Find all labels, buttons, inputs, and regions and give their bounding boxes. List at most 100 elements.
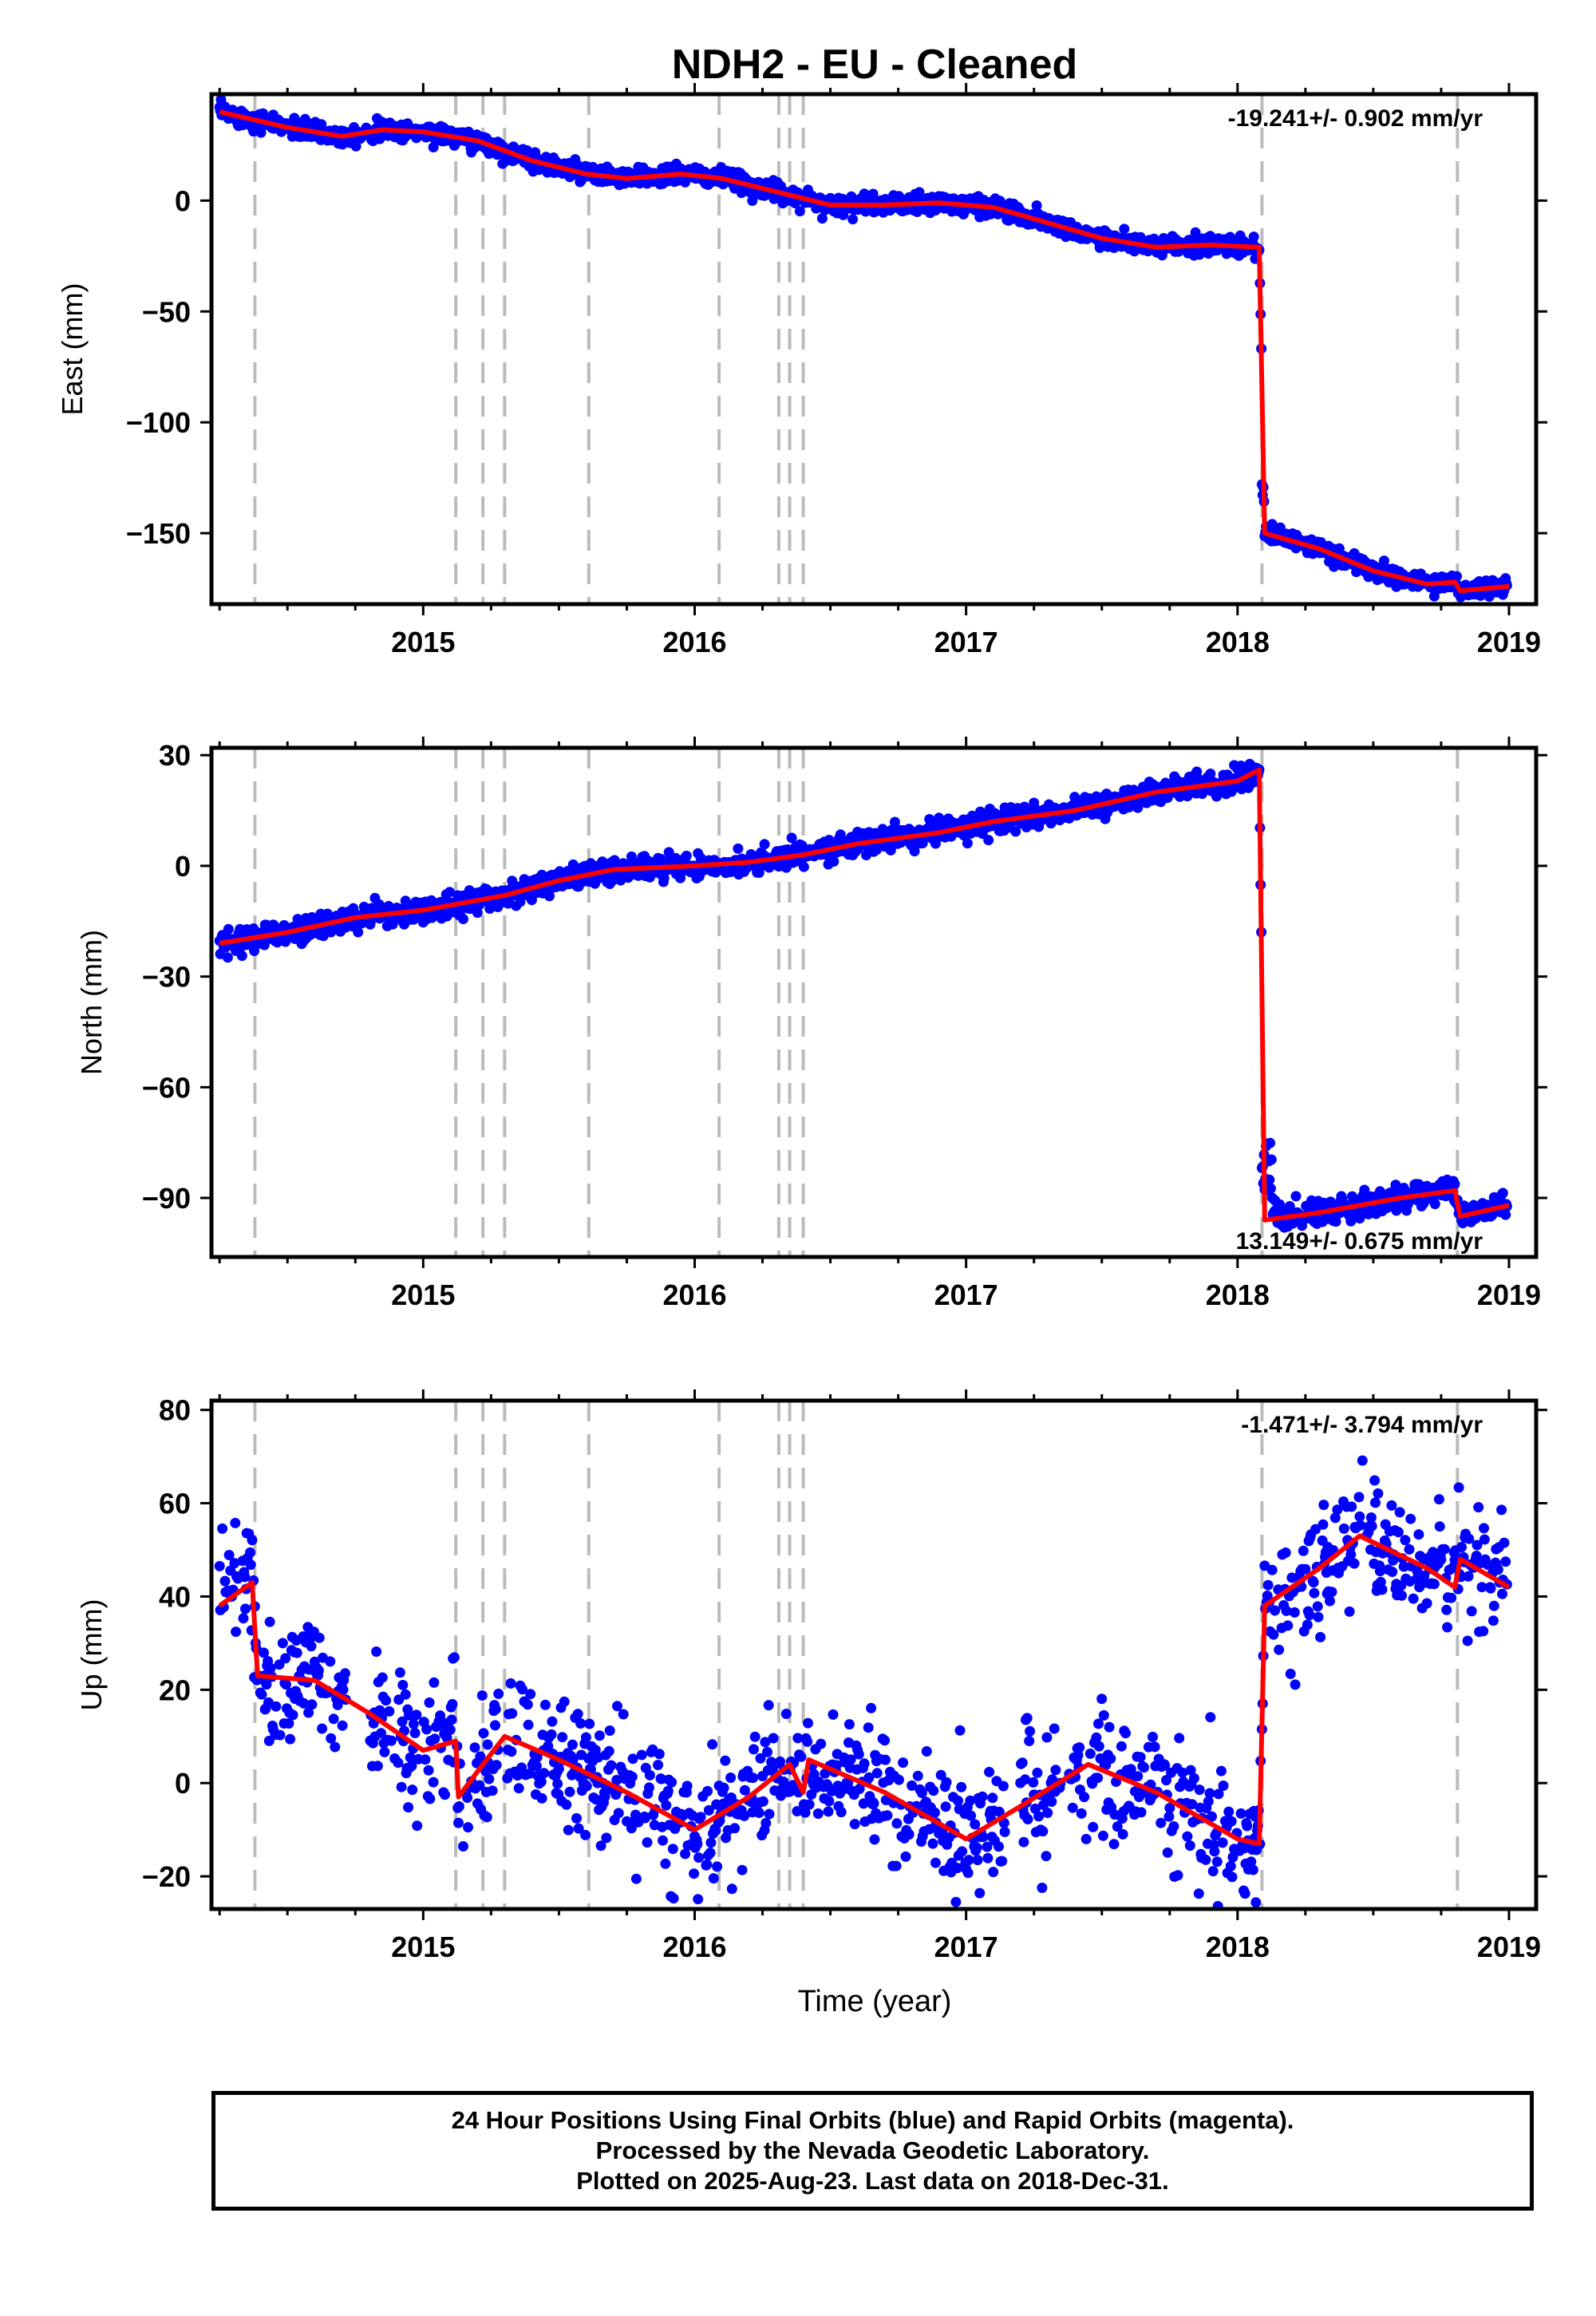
model-line — [219, 767, 1510, 1223]
data-point — [1139, 1762, 1149, 1773]
data-point — [525, 1689, 536, 1700]
rate-label: 13.149+/- 0.675 mm/yr — [1236, 1228, 1483, 1255]
data-point — [1266, 1154, 1277, 1165]
data-point — [1050, 1765, 1061, 1776]
data-point — [824, 1796, 835, 1807]
data-point — [515, 896, 526, 907]
data-point — [726, 1883, 737, 1895]
data-point — [317, 1723, 328, 1734]
data-point — [661, 1800, 672, 1811]
data-point — [1205, 1712, 1216, 1723]
data-point — [1449, 1179, 1460, 1190]
data-point — [458, 1841, 468, 1852]
data-point — [552, 1778, 563, 1789]
data-point — [1067, 1802, 1078, 1813]
data-point — [1022, 1814, 1033, 1824]
data-point — [853, 1749, 864, 1760]
data-point — [1184, 1840, 1195, 1852]
data-point — [978, 1832, 989, 1843]
data-point — [1357, 1455, 1368, 1466]
data-point — [526, 895, 537, 906]
data-point — [1073, 1749, 1084, 1761]
data-point — [512, 1770, 523, 1781]
data-point — [987, 1792, 998, 1804]
model-line — [219, 109, 1510, 594]
data-point — [507, 1708, 518, 1719]
data-point — [571, 1812, 582, 1824]
data-point — [539, 1699, 551, 1710]
data-point — [891, 1860, 902, 1871]
data-point — [894, 1774, 904, 1785]
data-point — [816, 213, 828, 224]
data-point — [606, 1760, 617, 1771]
data-point — [403, 1802, 414, 1813]
data-point — [1359, 1184, 1370, 1196]
data-point — [1203, 1796, 1214, 1807]
data-point — [281, 1679, 291, 1690]
data-point — [971, 1842, 982, 1853]
data-point — [780, 1709, 792, 1719]
data-point — [214, 1560, 225, 1571]
data-point — [1390, 1180, 1401, 1191]
data-point — [1270, 1605, 1281, 1616]
data-point — [275, 1729, 286, 1741]
data-point — [644, 1769, 655, 1780]
data-point — [1250, 1897, 1262, 1908]
data-point — [261, 1679, 272, 1690]
data-point — [522, 1699, 533, 1710]
data-point — [642, 1837, 653, 1848]
data-point — [954, 1725, 966, 1736]
data-point — [1031, 200, 1042, 211]
break-lines — [253, 1401, 1460, 1909]
data-point — [1318, 1500, 1329, 1511]
data-point — [1041, 1732, 1053, 1743]
data-point — [572, 1709, 583, 1720]
data-point — [531, 1761, 542, 1772]
data-point — [409, 1728, 421, 1738]
data-point — [695, 1812, 706, 1823]
data-point — [420, 1754, 431, 1765]
data-point — [957, 1846, 968, 1857]
data-point — [567, 1739, 578, 1750]
data-point — [1308, 1577, 1319, 1588]
data-point — [753, 1808, 764, 1818]
data-point — [912, 1770, 923, 1781]
data-point — [231, 1626, 242, 1638]
data-point — [940, 1801, 951, 1812]
data-point — [440, 1789, 450, 1800]
data-point — [1313, 1611, 1324, 1622]
data-point — [1345, 1549, 1357, 1560]
data-point — [970, 1819, 981, 1830]
data-point — [998, 1780, 1009, 1792]
data-point — [580, 1732, 591, 1743]
data-point — [693, 1894, 704, 1905]
data-point — [733, 843, 744, 854]
data-point — [1135, 1752, 1146, 1763]
data-point — [462, 1792, 473, 1803]
data-point — [325, 1656, 336, 1667]
data-point — [222, 952, 233, 963]
data-point — [1207, 1866, 1219, 1877]
data-point — [836, 1807, 847, 1818]
data-point — [1290, 1191, 1302, 1202]
data-point — [264, 1616, 275, 1627]
data-point — [478, 1728, 489, 1739]
data-point — [725, 1773, 737, 1783]
data-point — [1285, 1668, 1296, 1679]
x-tick-label: 2015 — [391, 626, 455, 658]
data-point — [792, 1806, 803, 1816]
data-point — [802, 1736, 813, 1747]
data-point — [796, 1751, 807, 1762]
data-point — [406, 1761, 417, 1772]
data-point — [1274, 1199, 1285, 1210]
data-point — [654, 1749, 665, 1760]
data-point — [823, 1806, 834, 1817]
data-point — [891, 1818, 903, 1829]
data-point — [1355, 1520, 1366, 1531]
data-point — [1211, 1856, 1223, 1867]
data-point — [1265, 1137, 1276, 1148]
data-point — [536, 1792, 547, 1804]
data-point — [786, 832, 797, 844]
data-point — [376, 1728, 387, 1739]
